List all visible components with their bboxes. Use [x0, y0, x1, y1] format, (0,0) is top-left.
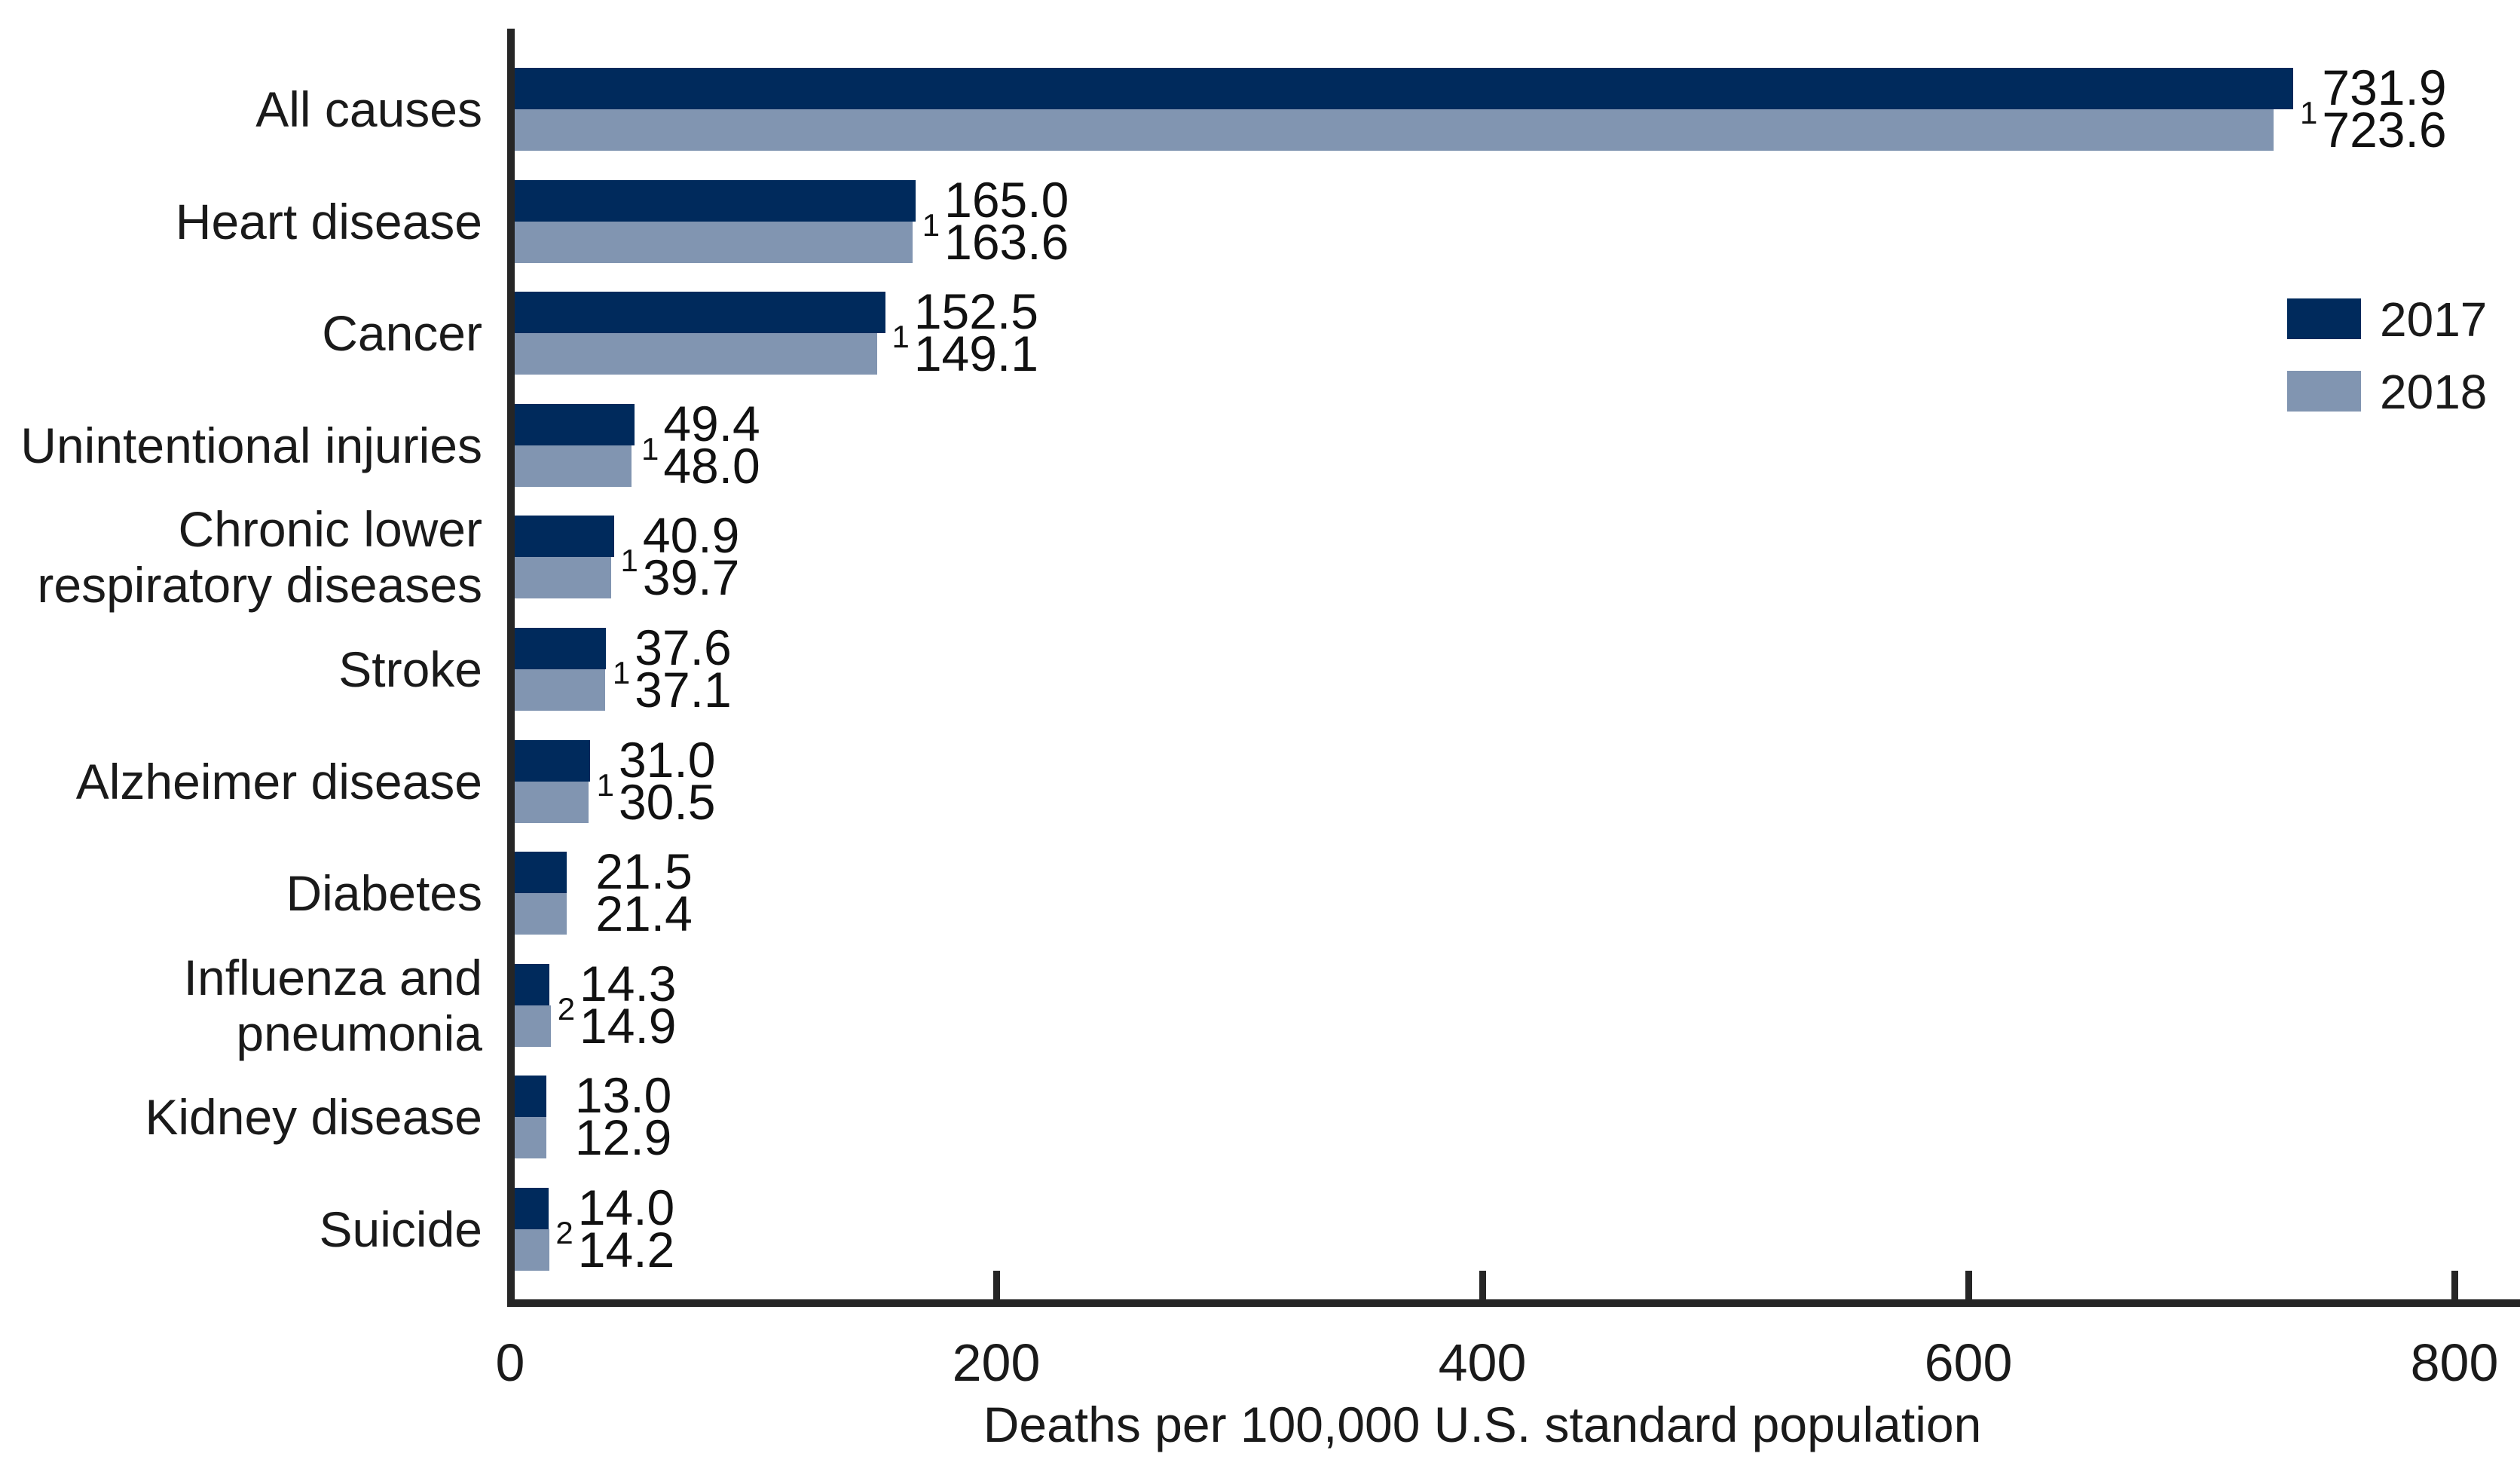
bar-2018 [515, 781, 589, 823]
footnote-marker: 1 [2300, 95, 2318, 130]
footnote-marker: 1 [891, 319, 910, 355]
category-label: All causes [255, 81, 482, 137]
category-label: Influenza and pneumonia [183, 949, 482, 1061]
value-label-2018: 2 14.9 [557, 990, 677, 1054]
bar-2018 [515, 1117, 546, 1159]
bar-2018 [515, 893, 567, 935]
value-label-2017: 21.5 [595, 843, 693, 900]
footnote-marker: 1 [596, 767, 614, 803]
bar-2017 [515, 179, 916, 222]
bar-2018 [515, 669, 605, 711]
value-label-2017: 152.5 [913, 283, 1038, 340]
bar-2018 [515, 221, 913, 263]
x-tick-label: 400 [1438, 1333, 1527, 1392]
bar-2018 [515, 1229, 549, 1271]
value-label-2018: 1 149.1 [891, 319, 1038, 382]
footnote-marker: 2 [557, 990, 576, 1027]
value-label-2017: 31.0 [618, 731, 716, 788]
footnote-marker: 1 [612, 655, 631, 690]
category-label: Unintentional injuries [20, 417, 482, 473]
bar-2017 [515, 628, 607, 669]
x-axis-line [507, 1299, 2520, 1307]
value-label-2017: 13.0 [574, 1067, 672, 1124]
x-tick-label: 800 [2410, 1333, 2499, 1392]
x-tick-label: 0 [495, 1333, 525, 1392]
bar-2018 [515, 445, 632, 487]
category-label: Suicide [319, 1201, 482, 1257]
value-label-2018: 21.4 [595, 886, 693, 942]
bar-2017 [515, 292, 885, 334]
bar-2017 [515, 68, 2294, 109]
bar-2018 [515, 109, 2274, 151]
x-tick-label: 600 [1924, 1333, 2013, 1392]
value-label-2017: 49.4 [663, 395, 760, 451]
category-label: Heart disease [175, 193, 482, 249]
legend-swatch-2017 [2287, 298, 2361, 339]
value-label-2017: 14.3 [580, 955, 677, 1011]
x-tick-mark [1479, 1271, 1486, 1299]
footnote-marker: 2 [555, 1215, 573, 1250]
bar-2018 [515, 1005, 552, 1047]
value-label-2017: 40.9 [642, 507, 740, 564]
x-tick-mark [1965, 1271, 1972, 1299]
value-label-2018: 12.9 [574, 1109, 672, 1166]
bar-2018 [515, 333, 877, 375]
bar-2017 [515, 516, 614, 558]
value-label-2018: 1 39.7 [620, 543, 740, 606]
legend-swatch-2018 [2287, 371, 2361, 412]
category-label: Stroke [338, 641, 482, 697]
footnote-marker: 1 [922, 207, 940, 243]
value-label-2018: 1 30.5 [596, 767, 716, 830]
y-axis-line [507, 29, 515, 1307]
value-label-2018: 1 37.1 [612, 655, 732, 718]
bar-2017 [515, 739, 590, 782]
value-label-2017: 165.0 [944, 171, 1069, 228]
category-label: Cancer [322, 305, 482, 362]
category-label: Diabetes [286, 865, 483, 922]
footnote-marker: 1 [641, 430, 659, 467]
bar-2017 [515, 963, 550, 1005]
category-label: Kidney disease [145, 1089, 482, 1146]
category-label: Alzheimer disease [75, 753, 482, 809]
value-label-2018: 1 48.0 [641, 430, 760, 494]
bar-2018 [515, 557, 612, 599]
x-tick-mark [2451, 1271, 2458, 1299]
value-label-2018: 1 723.6 [2300, 95, 2447, 158]
x-axis-title: Deaths per 100,000 U.S. standard populat… [983, 1397, 1982, 1452]
value-label-2018: 1 163.6 [922, 207, 1069, 270]
value-label-2017: 37.6 [635, 620, 732, 675]
x-tick-label: 200 [952, 1333, 1041, 1392]
x-tick-mark [992, 1271, 1000, 1299]
bar-2017 [515, 1188, 549, 1229]
category-label: Chronic lower respiratory diseases [37, 501, 482, 614]
value-label-2018: 2 14.2 [555, 1215, 675, 1278]
legend-label-2017: 2017 [2380, 292, 2488, 347]
bar-2017 [515, 852, 567, 894]
footnote-marker: 1 [620, 543, 638, 579]
bar-2017 [515, 403, 635, 445]
bar-2017 [515, 1076, 546, 1118]
legend-label-2018: 2018 [2380, 365, 2488, 419]
value-label-2017: 731.9 [2322, 60, 2447, 115]
value-label-2017: 14.0 [577, 1180, 675, 1235]
